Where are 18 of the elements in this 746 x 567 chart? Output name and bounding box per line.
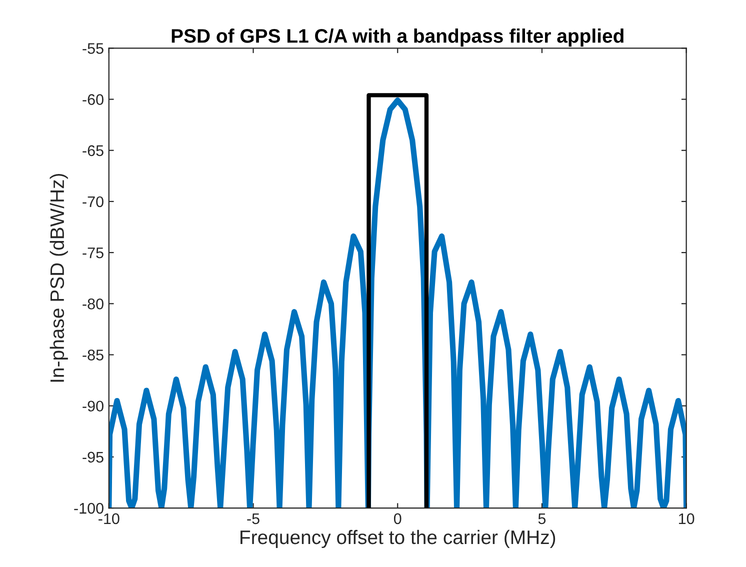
y-tick-label: -70 [82, 196, 104, 208]
x-axis-title: Frequency offset to the carrier (MHz) [240, 530, 556, 548]
y-tick-label: -60 [82, 94, 104, 105]
x-tick-label: 10 [678, 513, 694, 524]
x-tick-label: 0 [394, 513, 402, 524]
y-tick-label: -55 [82, 43, 104, 54]
y-axis-title: In-phase PSD (dBW/Hz) [50, 174, 68, 382]
y-tick-label: -100 [74, 502, 104, 514]
x-tick-label: 5 [538, 513, 546, 524]
y-tick-label: -90 [82, 400, 104, 412]
y-tick-label: -95 [82, 452, 104, 463]
x-tick-label: -10 [98, 513, 120, 524]
chart-title: PSD of GPS L1 C/A with a bandpass filter applied [172, 28, 624, 47]
y-tick-label: -65 [82, 145, 104, 156]
y-tick-label: -85 [82, 350, 104, 360]
y-tick-label: -75 [82, 248, 104, 258]
y-tick-label: -80 [82, 298, 104, 310]
x-tick-label: -5 [247, 513, 260, 524]
